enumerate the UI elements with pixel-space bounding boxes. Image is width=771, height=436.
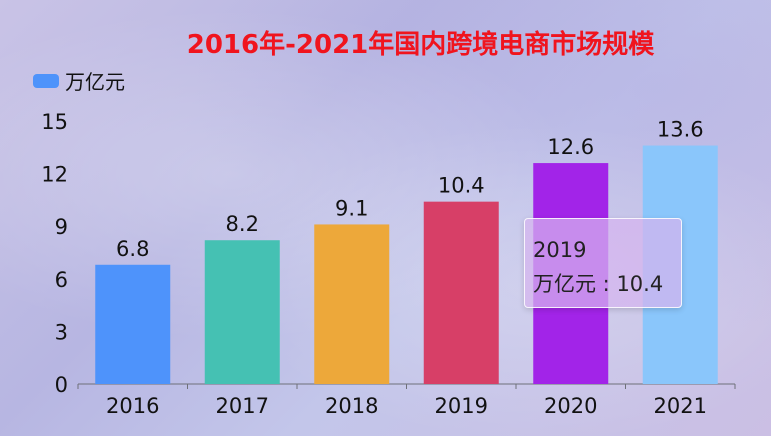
legend-swatch: [33, 73, 59, 88]
y-tick-label: 3: [55, 320, 68, 344]
bar[interactable]: [314, 224, 390, 384]
data-label: 12.6: [547, 135, 594, 159]
x-tick-label: 2017: [216, 394, 269, 418]
legend-label: 万亿元: [65, 70, 125, 94]
data-label: 9.1: [335, 196, 368, 220]
tooltip-value: 10.4: [616, 272, 664, 296]
y-tick-label: 15: [41, 110, 68, 134]
bar[interactable]: [95, 264, 171, 384]
legend-item[interactable]: 万亿元: [33, 66, 125, 95]
tooltip-category: 2019: [533, 238, 587, 262]
y-tick-label: 12: [41, 163, 68, 187]
data-label: 8.2: [226, 212, 259, 236]
y-tick-label: 6: [55, 268, 68, 292]
tooltip-value-row: 万亿元 : 10.4: [533, 272, 664, 296]
data-label: 13.6: [657, 118, 704, 142]
x-tick-label: 2020: [544, 394, 597, 418]
tooltip-series-label: 万亿元: [533, 272, 596, 296]
y-tick-label: 9: [55, 215, 68, 239]
x-tick-label: 2018: [325, 394, 378, 418]
data-label: 6.8: [116, 237, 149, 261]
x-tick-label: 2021: [654, 394, 707, 418]
x-tick-label: 2019: [435, 394, 488, 418]
y-tick-label: 0: [55, 373, 68, 397]
tooltip: 2019 万亿元 : 10.4: [524, 218, 682, 308]
data-label: 10.4: [438, 174, 485, 198]
bar[interactable]: [423, 201, 499, 384]
x-tick-label: 2016: [106, 394, 159, 418]
chart-title: 2016年-2021年国内跨境电商市场规模: [186, 30, 655, 60]
bar[interactable]: [204, 240, 280, 384]
